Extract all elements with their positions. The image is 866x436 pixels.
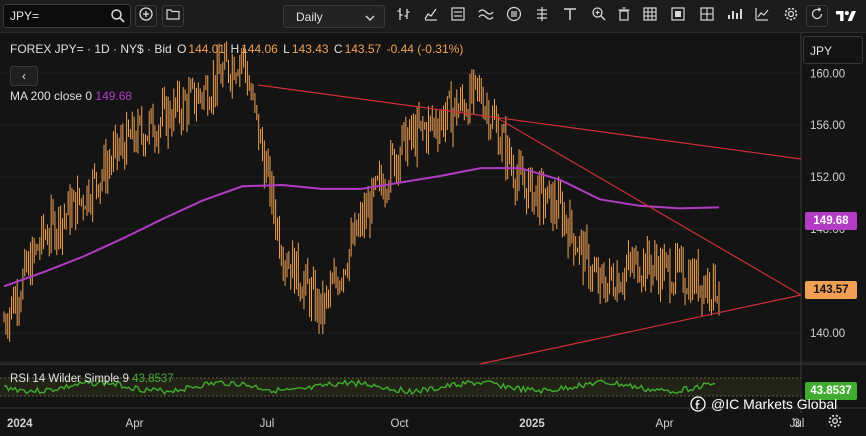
last-price-badge: 143.57 <box>805 281 857 299</box>
indicators-button[interactable] <box>752 6 772 26</box>
rsi-label: RSI 14 Wilder Simple 9 <box>10 373 129 385</box>
grid-button[interactable] <box>697 6 717 26</box>
select-button[interactable] <box>668 6 688 26</box>
ma-label: MA 200 close 0 <box>10 89 93 103</box>
collapse-legend-button[interactable]: ‹ <box>10 66 38 86</box>
event-icon <box>534 6 550 27</box>
toolbar: Daily <box>0 0 866 33</box>
pattern-icon <box>478 6 494 27</box>
add-compare-button[interactable] <box>135 5 157 27</box>
facebook-icon <box>690 396 706 412</box>
select-icon <box>670 6 686 27</box>
add-compare-icon <box>139 6 153 26</box>
open-label: O <box>177 42 187 56</box>
candle-style-button[interactable] <box>421 6 441 26</box>
time-tick-label: Jul <box>260 418 275 430</box>
chart-settings-icon <box>783 6 799 27</box>
symbol-line: FOREX JPY= · 1D · NY$ · Bid <box>10 42 172 56</box>
time-tick-label: 3 <box>794 418 800 430</box>
price-tick-label: 156.00 <box>810 120 845 132</box>
watermark-text: @IC Markets Global <box>711 396 838 412</box>
high-label: H <box>230 42 240 56</box>
time-tick-label: Apr <box>656 418 674 430</box>
rsi-badge: 43.8537 <box>805 382 857 400</box>
interval-label: Daily <box>296 10 323 24</box>
pattern-button[interactable] <box>476 6 496 26</box>
zoom-button[interactable] <box>589 6 609 26</box>
symbol-legend: FOREX JPY= · 1D · NY$ · Bid O 144.01 H 144… <box>10 42 465 56</box>
close-value: 143.57 <box>344 42 382 56</box>
hierarchy-icon <box>726 6 742 27</box>
text-tool-icon <box>562 6 578 27</box>
indicator-button[interactable] <box>448 6 468 26</box>
indicator-icon <box>450 6 466 27</box>
reset-button[interactable] <box>806 5 828 27</box>
zoom-icon <box>591 6 607 27</box>
falling-trendline[interactable] <box>498 118 802 296</box>
search-icon[interactable] <box>110 8 126 29</box>
currency-selector[interactable]: JPY <box>803 36 863 64</box>
hash-icon <box>754 6 770 27</box>
reset-icon <box>810 6 824 26</box>
lower-trendline[interactable] <box>479 294 802 365</box>
low-label: L <box>283 42 290 56</box>
price-series <box>3 41 720 342</box>
symbol-input[interactable] <box>10 8 106 24</box>
currency-label: JPY <box>810 44 833 58</box>
ma-200-line <box>3 167 720 288</box>
price-tick-label: 140.00 <box>810 328 845 340</box>
time-tick-label: Apr <box>126 418 144 430</box>
chevron-down-icon <box>364 11 376 29</box>
event-button[interactable] <box>532 6 552 26</box>
bar-style-button[interactable] <box>394 6 414 26</box>
folder-icon <box>166 7 180 25</box>
symbol-search-box[interactable] <box>3 4 131 28</box>
close-label: C <box>333 42 343 56</box>
upper-trendline[interactable] <box>257 84 802 160</box>
ma-value: 149.68 <box>95 89 133 103</box>
axis-settings-button[interactable] <box>826 414 844 432</box>
rsi-line <box>3 379 716 395</box>
time-tick-label: 2024 <box>7 418 33 430</box>
rsi-legend[interactable]: RSI 14 Wilder Simple 9 43.8537 <box>10 373 174 385</box>
ma-price-badge: 149.68 <box>805 212 857 230</box>
delete-button[interactable] <box>614 6 634 26</box>
layout-icon <box>642 6 658 27</box>
change-value: -0.44 (-0.31%) <box>386 42 464 56</box>
rsi-value: 43.8537 <box>132 373 174 385</box>
grid-icon <box>699 6 715 27</box>
trash-icon <box>616 6 632 27</box>
time-tick-label: 2025 <box>519 418 545 430</box>
watermark: @IC Markets Global <box>690 396 837 412</box>
time-tick-label: Jul <box>790 418 805 430</box>
chevron-left-icon: ‹ <box>22 69 26 83</box>
price-tick-label: 152.00 <box>810 172 845 184</box>
time-tick-label: Oct <box>391 418 410 430</box>
high-value: 144.06 <box>241 42 278 56</box>
low-value: 143.43 <box>291 42 329 56</box>
bar-style-icon <box>396 6 412 27</box>
open-layout-button[interactable] <box>162 5 184 27</box>
price-tick-label: 160.00 <box>810 68 845 80</box>
chart-settings-button[interactable] <box>781 6 801 26</box>
layout-button[interactable] <box>640 6 660 26</box>
text-tool-button[interactable] <box>560 6 580 26</box>
open-value: 144.01 <box>188 42 226 56</box>
interval-dropdown[interactable]: Daily <box>283 5 385 28</box>
candle-style-icon <box>423 6 439 27</box>
draw-button[interactable] <box>504 6 524 26</box>
gear-icon <box>827 413 843 434</box>
ma-legend[interactable]: MA 200 close 0 149.68 <box>10 89 132 103</box>
draw-icon <box>506 6 522 27</box>
tradingview-logo <box>836 6 856 26</box>
hierarchy-button[interactable] <box>724 6 744 26</box>
